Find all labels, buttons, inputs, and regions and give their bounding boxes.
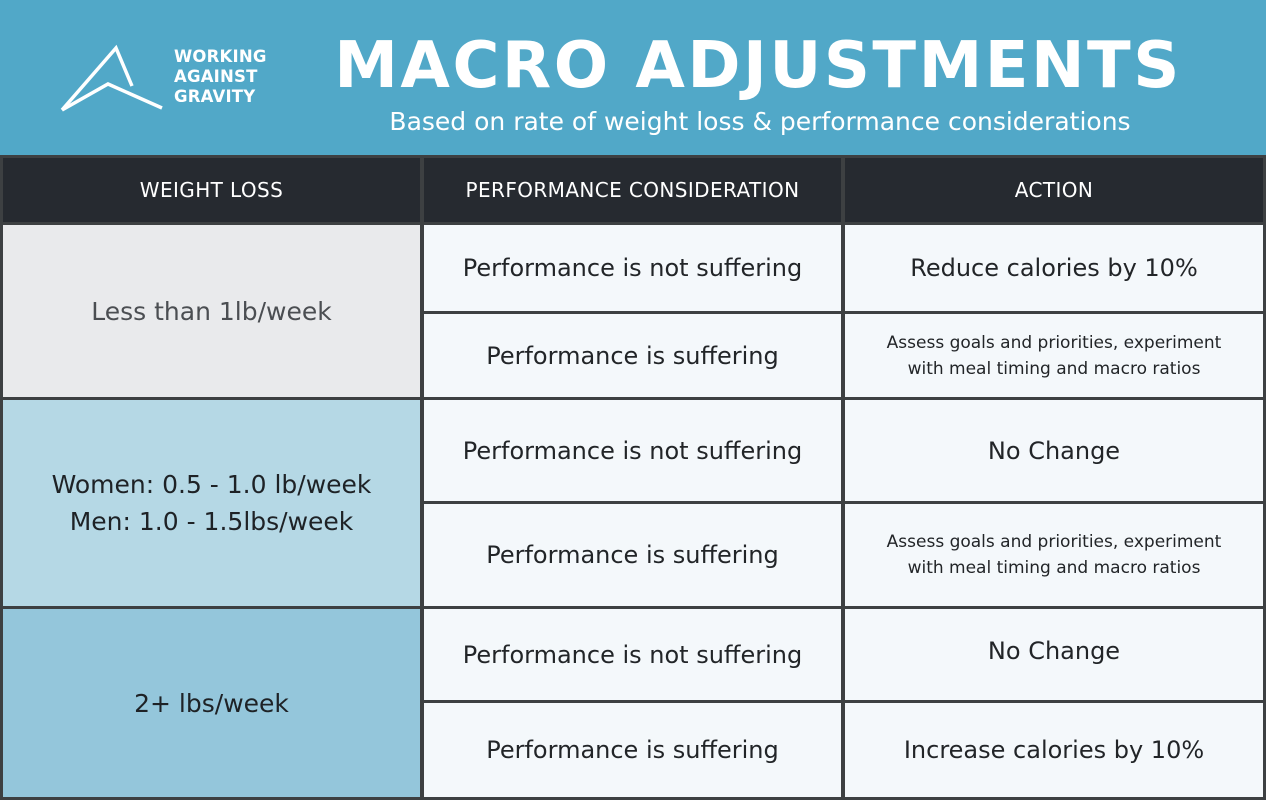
- page-title: MACRO ADJUSTMENTS: [334, 29, 1182, 103]
- header-banner: WORKING AGAINST GRAVITY MACRO ADJUSTMENT…: [0, 0, 1266, 155]
- weight-loss-label: Less than 1lb/week: [91, 296, 332, 326]
- action-text: with meal timing and macro ratios: [907, 558, 1201, 578]
- performance-cell: Performance is suffering: [424, 504, 841, 606]
- action-cell: No Change: [845, 609, 1263, 700]
- action-cell: Reduce calories by 10%: [845, 225, 1263, 311]
- column-header-action: ACTION: [845, 158, 1263, 222]
- weight-loss-label: 2+ lbs/week: [134, 688, 289, 718]
- weight-loss-cell-moderate: Women: 0.5 - 1.0 lb/week Men: 1.0 - 1.5l…: [3, 400, 420, 606]
- action-cell: No Change: [845, 400, 1263, 501]
- page-subtitle: Based on rate of weight loss & performan…: [389, 107, 1131, 136]
- macro-adjustments-table: WEIGHT LOSS PERFORMANCE CONSIDERATION AC…: [0, 155, 1266, 800]
- action-cell: Assess goals and priorities, experiment …: [845, 504, 1263, 606]
- performance-cell: Performance is suffering: [424, 703, 841, 797]
- action-cell: Increase calories by 10%: [845, 703, 1263, 797]
- action-text: Assess goals and priorities, experiment: [886, 332, 1222, 353]
- action-text: No Change: [987, 637, 1121, 665]
- mountain-peak-logo-icon: [60, 44, 163, 112]
- weight-loss-label: Women: 0.5 - 1.0 lb/week: [51, 470, 372, 499]
- brand-line: AGAINST: [174, 67, 258, 86]
- performance-cell: Performance is not suffering: [424, 400, 841, 501]
- performance-cell: Performance is not suffering: [424, 609, 841, 700]
- weight-loss-label: Men: 1.0 - 1.5lbs/week: [69, 507, 354, 536]
- action-text: Reduce calories by 10%: [910, 254, 1198, 282]
- action-text: Increase calories by 10%: [903, 736, 1205, 764]
- column-header-weight-loss: WEIGHT LOSS: [3, 158, 420, 222]
- action-text: Assess goals and priorities, experiment: [886, 532, 1222, 552]
- brand-line: GRAVITY: [174, 87, 256, 106]
- weight-loss-cell-2-plus: 2+ lbs/week: [3, 609, 420, 797]
- performance-cell: Performance is suffering: [424, 314, 841, 397]
- brand-wordmark: WORKING AGAINST GRAVITY: [174, 47, 267, 107]
- column-header-performance: PERFORMANCE CONSIDERATION: [424, 158, 841, 222]
- performance-cell: Performance is not suffering: [424, 225, 841, 311]
- action-cell: Assess goals and priorities, experiment …: [845, 314, 1263, 397]
- action-text: No Change: [987, 436, 1121, 465]
- weight-loss-cell-less-than-1lb: Less than 1lb/week: [3, 225, 420, 397]
- action-text: with meal timing and macro ratios: [907, 358, 1201, 379]
- brand-line: WORKING: [174, 47, 267, 66]
